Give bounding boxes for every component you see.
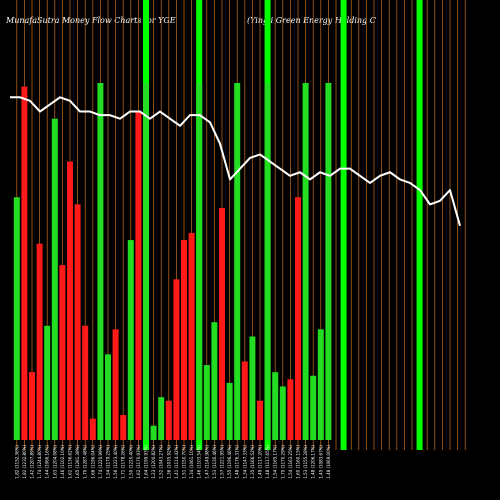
bar-up <box>226 382 233 440</box>
x-tick-label: 1.42 (1207.89%) <box>30 445 35 479</box>
x-tick-label: 1.35 (1166.52%) <box>250 445 255 479</box>
bar-up <box>105 354 111 440</box>
bar-up <box>13 197 20 440</box>
bar-up <box>158 397 165 440</box>
bar-down <box>241 361 248 440</box>
x-tick-label: 1.34 (1147.33%) <box>242 445 247 479</box>
bar-up <box>234 83 241 440</box>
x-tick-label: 1.56 (1223.40%) <box>113 445 118 479</box>
bar-down <box>287 379 294 440</box>
x-tick-label: 1.74 (1244.80%) <box>37 445 42 479</box>
bar-up <box>264 83 271 440</box>
x-tick-label: 1.51 (1150.70%) <box>182 445 187 479</box>
x-tick-label: 1.52 (1043.27%) <box>159 445 164 479</box>
x-tick-label: 1.49 (1117.20%) <box>258 445 263 479</box>
bar-down <box>112 329 119 440</box>
x-tick-label: 1.55 (1196.46%) <box>227 445 232 479</box>
bar-up <box>302 83 309 440</box>
bar-down <box>219 207 225 440</box>
bar-down <box>74 204 81 440</box>
money-flow-line <box>10 96 461 227</box>
x-tick-label: 1.62 (1136.62%) <box>68 445 73 479</box>
bar-up <box>97 83 104 440</box>
bar-up <box>249 336 256 440</box>
x-tick-label: 1.45 (1083.67%) <box>318 445 323 479</box>
bar-up <box>196 83 203 440</box>
x-tick-label: 1.64 (1199.93%) <box>144 445 149 479</box>
x-tick-label: 1.70 (1170.29%) <box>280 445 285 479</box>
bar-down <box>21 86 28 440</box>
bar-up <box>150 425 157 440</box>
x-tick-label: 1.53 (1130.46%) <box>212 445 217 479</box>
bar-down <box>36 243 43 440</box>
bar-up <box>325 83 332 440</box>
bar-down <box>188 232 195 440</box>
bar-down <box>165 400 172 440</box>
x-tick-label: 1.46 (1102.10%) <box>60 445 65 479</box>
x-tick-label: 1.36 (1035.92%) <box>166 445 171 479</box>
bar-down <box>173 279 180 440</box>
bar-up <box>51 118 58 440</box>
x-tick-label: 1.65 (1281.38%) <box>75 445 80 479</box>
x-axis-labels: 1.82 (1152.36%) 1.82 (1232.80%) 1.42 (1207… <box>14 445 331 479</box>
x-tick-label: 1.48 (1176.31%) <box>235 445 240 479</box>
x-tick-label: 1.57 (1221.95%) <box>220 445 225 479</box>
bar-down <box>257 400 263 440</box>
x-tick-label: 1.46 (1103.54%) <box>197 445 202 479</box>
x-tick-label: 1.53 (1155.28%) <box>303 445 308 479</box>
bar-down <box>29 372 35 440</box>
bar-up <box>272 372 279 440</box>
x-tick-label: 1.54 (1179.25%) <box>106 445 111 479</box>
x-tick-label: 1.34 (1061.10%) <box>189 445 194 479</box>
x-tick-label: 1.63 (1204.08%) <box>52 445 57 479</box>
x-tick-label: 1.71 (1178.26%) <box>121 445 126 479</box>
bar-down <box>295 197 301 440</box>
chart-title-right: (Yingli Green Energy Holding C <box>247 16 376 25</box>
bar-down <box>82 325 89 440</box>
x-tick-label: 1.48 (1117.65%) <box>265 445 270 479</box>
chart-title-left: MunafaSutra Money Flow Charts for YGE <box>5 16 176 25</box>
bar-up <box>143 83 149 440</box>
bar-down <box>59 265 66 440</box>
x-tick-label: 1.54 (1165.17%) <box>273 445 278 479</box>
bar-up <box>317 329 324 440</box>
bar-up <box>310 375 317 440</box>
bar-down <box>89 418 96 440</box>
bar-up <box>279 386 286 440</box>
bar-up <box>203 365 210 440</box>
x-tick-label: 1.50 (1220.40%) <box>128 445 133 479</box>
x-tick-label: 1.66 (1196.04%) <box>90 445 95 479</box>
bar-down <box>67 161 73 441</box>
x-tick-label: 1.23 (1200.82%) <box>151 445 156 479</box>
x-tick-label: 1.70 (1287.48%) <box>83 445 88 479</box>
x-tick-label: 1.82 (1152.36%) <box>14 445 19 479</box>
x-tick-label: 1.60 (1160.15%) <box>296 445 301 479</box>
bar-down <box>135 111 142 440</box>
bar-series <box>13 83 332 441</box>
x-tick-label: 1.62 (1170.93%) <box>136 445 141 479</box>
x-tick-label: 1.74 (1220.99%) <box>98 445 103 479</box>
x-tick-label: 1.41 (1114.42%) <box>174 445 179 479</box>
bar-up <box>211 322 218 440</box>
bar-down <box>120 415 127 440</box>
x-tick-label: 1.54 (1163.25%) <box>288 445 293 479</box>
x-tick-label: 1.82 (1232.80%) <box>22 445 27 479</box>
x-tick-label: 1.44 (1066.16%) <box>45 445 50 479</box>
x-tick-label: 1.47 (1149.98%) <box>204 445 209 479</box>
bar-up <box>44 325 51 440</box>
x-tick-label: 1.48 (1069.00%) <box>326 445 331 479</box>
bar-down <box>181 240 187 440</box>
bar-up <box>127 240 134 440</box>
x-tick-label: 1.48 (1206.17%) <box>311 445 316 479</box>
